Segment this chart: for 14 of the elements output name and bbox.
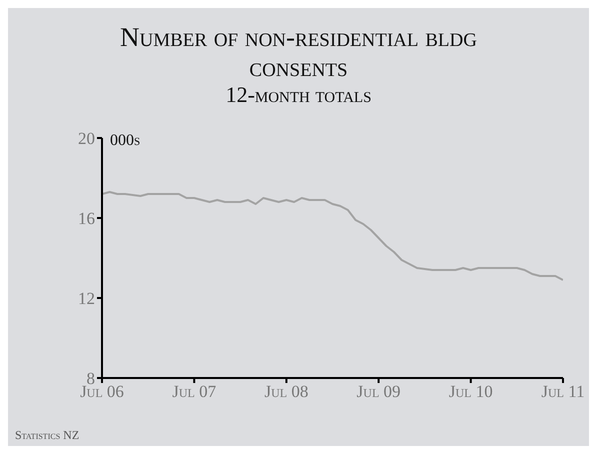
y-tick-label: 12 bbox=[78, 289, 95, 308]
text: Statistics NZ bbox=[15, 428, 80, 443]
x-tick-label: Jul 07 bbox=[172, 382, 217, 402]
y-tick-label: 8 bbox=[86, 369, 95, 388]
y-axis-title: 000s bbox=[110, 132, 140, 149]
y-tick-label: 16 bbox=[78, 209, 95, 228]
x-tick-label: Jul 10 bbox=[448, 382, 493, 402]
chart-subtitle: 12-month totals bbox=[224, 82, 372, 108]
x-tick-label: Jul 11 bbox=[541, 382, 585, 402]
chart-title: Number of non-residential bldg consents bbox=[119, 21, 478, 82]
x-tick-label: Jul 08 bbox=[264, 382, 308, 402]
x-tick-label: Jul 09 bbox=[356, 382, 401, 402]
line-series bbox=[102, 191, 563, 281]
y-tick-label: 20 bbox=[78, 129, 95, 148]
